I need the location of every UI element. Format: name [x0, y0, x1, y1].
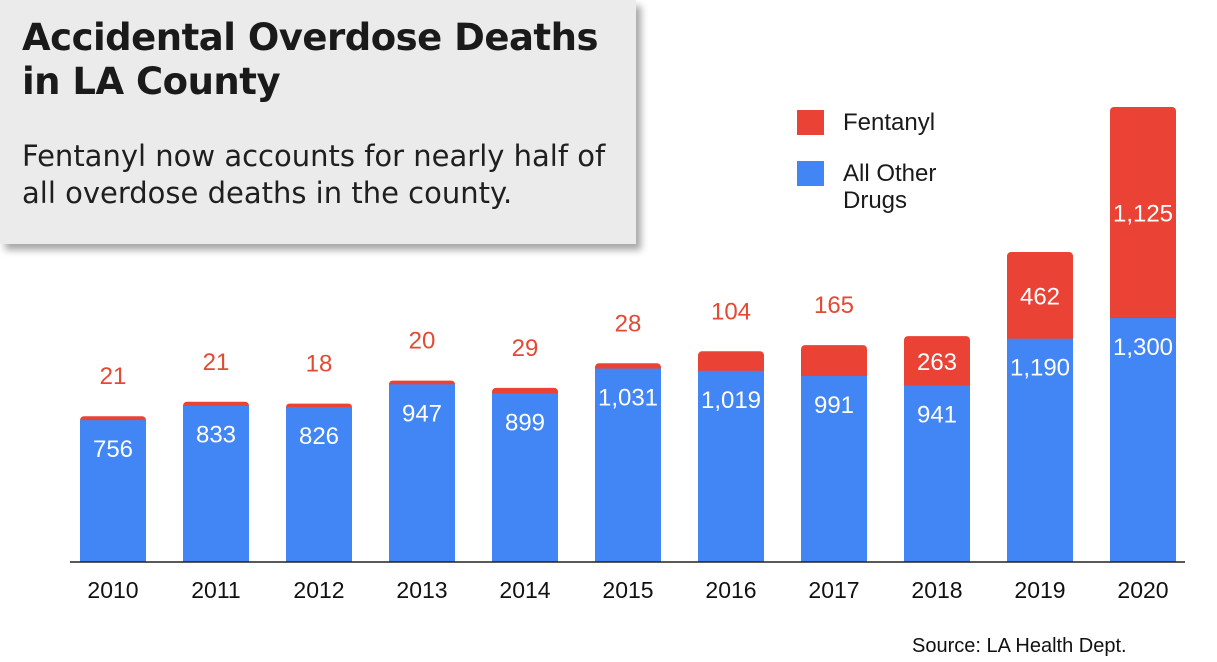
- label-other-2014: 899: [505, 409, 545, 436]
- label-other-2016: 1,019: [701, 387, 761, 414]
- x-tick-2020: 2020: [1117, 577, 1168, 603]
- label-other-2011: 833: [196, 422, 236, 449]
- bar-other-2017: [801, 376, 867, 562]
- x-tick-2012: 2012: [293, 577, 344, 603]
- legend-swatch-fentanyl: [797, 110, 824, 135]
- bar-other-2013: [389, 384, 455, 562]
- label-fentanyl-2015: 28: [615, 310, 642, 337]
- label-other-2010: 756: [93, 436, 133, 463]
- label-other-2018: 941: [917, 401, 957, 428]
- label-fentanyl-2014: 29: [512, 335, 539, 362]
- x-tick-2013: 2013: [396, 577, 447, 603]
- label-fentanyl-2010: 21: [100, 363, 127, 390]
- bar-other-2014: [492, 393, 558, 562]
- bar-other-2018: [904, 385, 970, 562]
- label-fentanyl-2020: 1,125: [1113, 201, 1173, 228]
- bar-fentanyl-2018: [904, 336, 970, 390]
- source-note: Source: LA Health Dept.: [912, 635, 1127, 657]
- x-tick-2016: 2016: [705, 577, 756, 603]
- bar-fentanyl-2020: [1110, 107, 1176, 323]
- x-tick-labels-group: 2010 2011 2012 2013 2014 2015 2016 2017 2018 2019…: [87, 577, 1168, 603]
- x-tick-2018: 2018: [911, 577, 962, 603]
- bar-other-2020: [1110, 318, 1176, 562]
- label-fentanyl-2013: 20: [409, 328, 436, 355]
- x-tick-2019: 2019: [1014, 577, 1065, 603]
- label-fentanyl-2016: 104: [711, 298, 751, 325]
- label-other-2012: 826: [299, 423, 339, 450]
- label-other-2020: 1,300: [1113, 334, 1173, 361]
- label-other-2019: 1,190: [1010, 355, 1070, 382]
- label-fentanyl-2019: 462: [1020, 283, 1060, 310]
- chart-title: Accidental Overdose Deaths in LA County: [22, 16, 598, 103]
- label-other-2017: 991: [814, 392, 854, 419]
- label-other-2013: 947: [402, 400, 442, 427]
- label-fentanyl-2017: 165: [814, 292, 854, 319]
- bar-fentanyl-2019: [1007, 252, 1073, 343]
- bar-fentanyl-2017: [801, 345, 867, 381]
- bar-other-2015: [595, 368, 661, 562]
- bar-other-2019: [1007, 338, 1073, 562]
- chart-subtitle: Fentanyl now accounts for nearly half of…: [22, 139, 606, 210]
- x-tick-2011: 2011: [191, 577, 240, 603]
- bars-group: [80, 107, 1176, 562]
- label-fentanyl-2011: 21: [203, 349, 230, 376]
- x-tick-2010: 2010: [87, 577, 138, 603]
- bar-fentanyl-2016: [698, 351, 764, 375]
- legend-swatch-other-drugs: [797, 161, 824, 186]
- legend-label-other-drugs: All Other Drugs: [843, 160, 937, 214]
- x-tick-2015: 2015: [602, 577, 653, 603]
- label-other-2015: 1,031: [598, 385, 658, 412]
- title-box: Accidental Overdose Deaths in LA County …: [0, 0, 636, 244]
- bar-other-2016: [698, 370, 764, 562]
- bar-other-2010: [80, 420, 146, 562]
- label-fentanyl-2018: 263: [917, 349, 957, 376]
- label-fentanyl-2012: 18: [306, 351, 333, 378]
- x-tick-2017: 2017: [808, 577, 859, 603]
- data-labels-group: 21 756 21 833 18 826 20 947 29 899 28 1,031 104 1,019…: [93, 201, 1173, 464]
- x-tick-2014: 2014: [499, 577, 550, 603]
- legend-label-fentanyl: Fentanyl: [843, 109, 936, 136]
- bar-other-2011: [183, 405, 249, 562]
- bar-other-2012: [286, 407, 352, 562]
